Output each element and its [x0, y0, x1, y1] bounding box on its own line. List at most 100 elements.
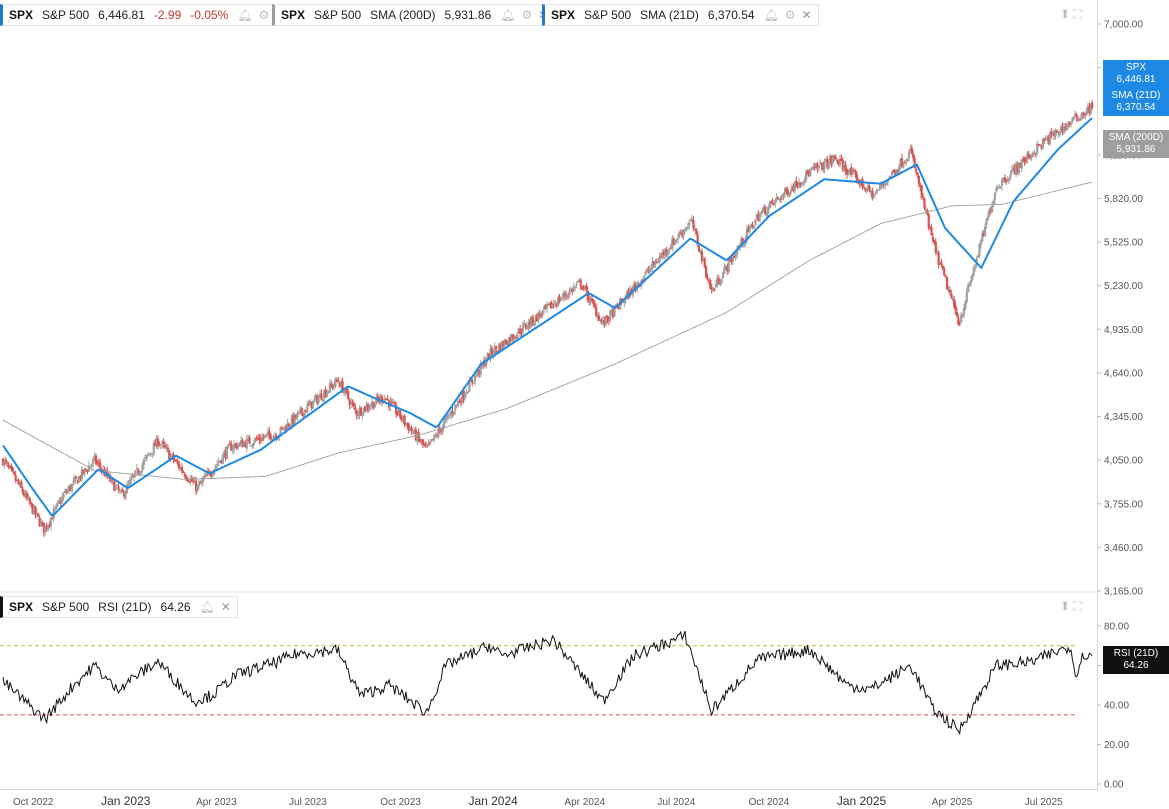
candle-body — [256, 437, 260, 439]
candle-body — [390, 401, 393, 403]
candle-body — [1054, 129, 1057, 137]
candle-body — [998, 187, 1001, 189]
candle-body — [891, 171, 894, 175]
candle-body — [903, 162, 906, 164]
expand-icon[interactable]: ⛶ — [1073, 7, 1082, 21]
bell-icon[interactable]: 🔔︎ — [237, 8, 253, 22]
candle-body — [976, 255, 980, 258]
gear-icon[interactable]: ⚙︎ — [521, 8, 533, 22]
candle-body — [595, 307, 598, 317]
close-icon[interactable]: ✕ — [220, 600, 231, 614]
candle-body — [882, 184, 885, 186]
candle-body — [486, 353, 489, 361]
candle-body — [719, 282, 722, 286]
candle-body — [380, 396, 384, 403]
candle-body — [920, 186, 923, 198]
candle-body — [583, 286, 587, 288]
candle-body — [878, 188, 881, 190]
candle-body — [1006, 178, 1009, 182]
candle-body — [61, 496, 64, 503]
candle-body — [24, 492, 27, 497]
candle-body — [352, 403, 355, 407]
candle-body — [358, 408, 361, 416]
candle-body — [955, 311, 959, 317]
candle-body — [751, 225, 754, 228]
candle-body — [39, 521, 43, 527]
candle-body — [565, 295, 568, 297]
candle-body — [927, 214, 930, 229]
candle-body — [168, 450, 171, 460]
candle-body — [280, 427, 284, 429]
candle-body — [841, 160, 844, 170]
candle-body — [862, 186, 866, 189]
candle-body — [597, 316, 601, 322]
candle-body — [772, 202, 775, 204]
candle-body — [424, 443, 427, 446]
candle-body — [771, 200, 774, 203]
bell-icon[interactable]: 🔔︎ — [199, 600, 215, 614]
candle-body — [943, 268, 946, 276]
candle-body — [803, 179, 806, 182]
candle-body — [385, 398, 388, 400]
legend-sma21[interactable]: SPX S&P 500 SMA (21D) 6,370.54 🔔︎ ⚙︎ ✕ — [542, 4, 819, 26]
candle-body — [1010, 169, 1013, 173]
close-icon[interactable]: ✕ — [801, 8, 812, 22]
candle-body — [127, 483, 130, 485]
candle-body — [321, 398, 324, 401]
candle-body — [1064, 126, 1067, 129]
candle-body — [475, 374, 478, 376]
candle-body — [831, 156, 835, 163]
candle-body — [369, 405, 372, 407]
candle-body — [648, 269, 651, 273]
y-tick-label: 80.00 — [1104, 622, 1129, 633]
candle-body — [7, 464, 10, 467]
candle-body — [151, 453, 154, 455]
candle-body — [231, 448, 234, 451]
legend-sma200[interactable]: SPX S&P 500 SMA (200D) 5,931.86 🔔︎ ⚙︎ ✕ — [272, 4, 556, 26]
arrow-up-icon[interactable]: ⬆ — [1060, 599, 1071, 613]
expand-icon[interactable]: ⛶ — [1073, 599, 1082, 613]
candle-body — [87, 465, 91, 472]
candle-body — [90, 464, 93, 468]
candle-body — [924, 209, 928, 211]
legend-spx[interactable]: SPX S&P 500 6,446.81 -2.99 -0.05% 🔔︎ ⚙︎ … — [0, 4, 293, 26]
legend-rsi[interactable]: SPX S&P 500 RSI (21D) 64.26 🔔︎ ✕ — [0, 596, 238, 618]
candle-body — [48, 524, 51, 526]
candle-body — [1033, 152, 1036, 154]
candle-body — [496, 350, 499, 352]
candle-body — [978, 243, 981, 256]
candle-body — [871, 190, 874, 199]
candle-body — [1012, 167, 1015, 171]
candle-body — [614, 304, 618, 306]
arrow-up-icon[interactable]: ⬆ — [1060, 7, 1071, 21]
candle-body — [70, 483, 74, 491]
candle-body — [141, 464, 144, 471]
candle-body — [847, 172, 850, 174]
candle-body — [96, 462, 99, 464]
candle-body — [872, 195, 875, 199]
candle-body — [1067, 123, 1070, 126]
rsi-line — [2, 630, 1093, 736]
bell-icon[interactable]: 🔔︎ — [500, 8, 516, 22]
candle-body — [251, 444, 254, 446]
candle-body — [967, 284, 970, 293]
candle-body — [613, 305, 616, 317]
gear-icon[interactable]: ⚙︎ — [784, 8, 796, 22]
candle-body — [535, 314, 539, 322]
candle-body — [960, 314, 963, 323]
bell-icon[interactable]: 🔔︎ — [763, 8, 779, 22]
candle-body — [1076, 119, 1080, 121]
candle-body — [207, 470, 210, 472]
candle-body — [520, 332, 523, 334]
candle-body — [406, 422, 409, 426]
candle-body — [1084, 113, 1087, 116]
gear-icon[interactable]: ⚙︎ — [258, 8, 270, 22]
candle-body — [113, 481, 116, 492]
candle-body — [224, 450, 227, 458]
candle-body — [531, 317, 534, 324]
candle-body — [844, 164, 847, 171]
legend-value: 64.26 — [160, 600, 191, 614]
candle-body — [851, 171, 854, 175]
candle-body — [240, 440, 243, 444]
